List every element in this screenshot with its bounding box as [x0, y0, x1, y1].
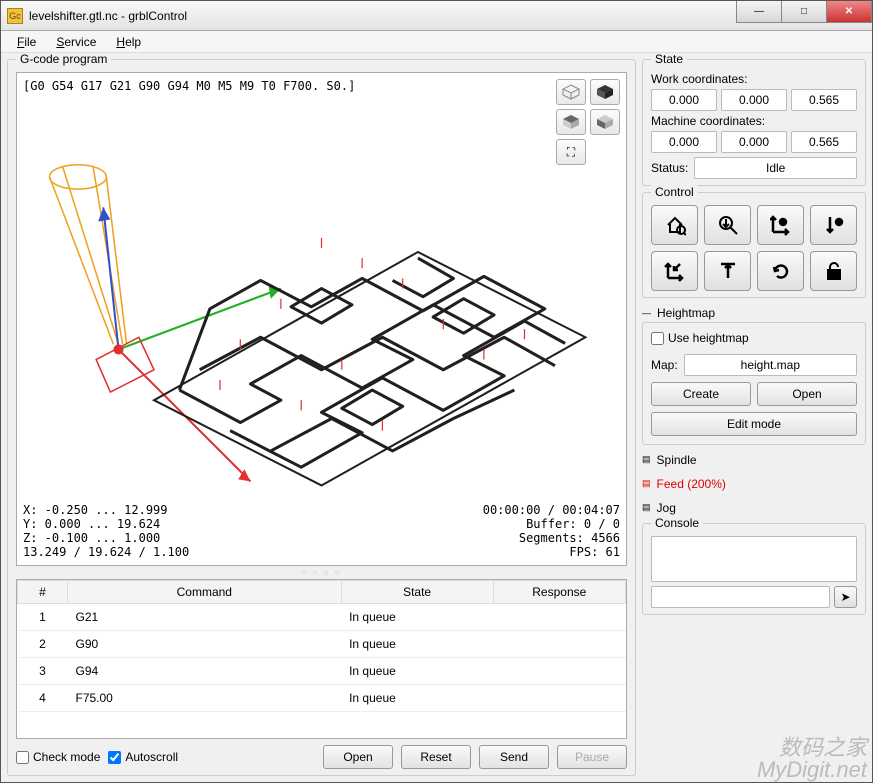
work-coords-label: Work coordinates:: [651, 72, 857, 86]
probe-button[interactable]: [704, 205, 751, 245]
feed-header[interactable]: ▤Feed (200%): [642, 475, 866, 493]
vp-info-left: X: -0.250 ... 12.999 Y: 0.000 ... 19.624…: [23, 503, 189, 559]
pcb-render: [17, 73, 626, 565]
minimize-button[interactable]: —: [736, 1, 782, 23]
content: G-code program: [1, 53, 872, 782]
menu-service[interactable]: Service: [48, 33, 104, 51]
th-response[interactable]: Response: [493, 581, 625, 604]
table-row[interactable]: 3G94In queue: [18, 658, 626, 685]
close-button[interactable]: ✕: [826, 1, 872, 23]
menu-help[interactable]: Help: [108, 33, 149, 51]
x-range: X: -0.250 ... 12.999: [23, 503, 189, 517]
reset-grbl-button[interactable]: [757, 251, 804, 291]
zero-z-button[interactable]: [810, 205, 857, 245]
use-heightmap-checkbox[interactable]: Use heightmap: [651, 331, 749, 345]
gcode-header-line: [G0 G54 G17 G21 G90 G94 M0 M5 M9 T0 F700…: [23, 79, 355, 93]
console-group: Console ➤: [642, 523, 866, 615]
app-icon: Gc: [7, 8, 23, 24]
left-column: G-code program: [7, 59, 636, 776]
viewport-3d[interactable]: [G0 G54 G17 G21 G90 G94 M0 M5 M9 T0 F700…: [16, 72, 627, 566]
gcode-group: G-code program: [7, 59, 636, 776]
bottom-bar: Check mode Autoscroll Open Reset Send Pa…: [16, 739, 627, 769]
machine-coords-label: Machine coordinates:: [651, 114, 857, 128]
control-title: Control: [651, 185, 698, 199]
goto-origin-button[interactable]: [651, 251, 698, 291]
console-title: Console: [651, 516, 703, 530]
menu-file[interactable]: File: [9, 33, 44, 51]
right-column: State Work coordinates: 0.000 0.000 0.56…: [642, 59, 866, 776]
state-title: State: [651, 53, 687, 66]
maximize-button[interactable]: □: [781, 1, 827, 23]
check-mode-checkbox[interactable]: Check mode: [16, 750, 100, 764]
th-command[interactable]: Command: [68, 581, 342, 604]
segments-info: Segments: 4566: [483, 531, 620, 545]
heightmap-edit-button[interactable]: Edit mode: [651, 412, 857, 436]
autoscroll-checkbox[interactable]: Autoscroll: [108, 750, 178, 764]
th-state[interactable]: State: [341, 581, 493, 604]
heightmap-header[interactable]: —Heightmap: [642, 304, 866, 322]
table-row[interactable]: 2G90In queue: [18, 631, 626, 658]
fps-info: FPS: 61: [483, 545, 620, 559]
heightmap-create-button[interactable]: Create: [651, 382, 751, 406]
console-output[interactable]: [651, 536, 857, 582]
time-info: 00:00:00 / 00:04:07: [483, 503, 620, 517]
app-window: Gc levelshifter.gtl.nc - grblControl — □…: [0, 0, 873, 783]
gcode-table: # Command State Response 1G21In queue 2G…: [17, 580, 626, 712]
view-front-icon[interactable]: [590, 109, 620, 135]
z-range: Z: -0.100 ... 1.000: [23, 531, 189, 545]
machine-y: 0.000: [721, 131, 787, 153]
zero-xy-button[interactable]: [757, 205, 804, 245]
heightmap-section: —Heightmap Use heightmap Map: height.map…: [642, 304, 866, 445]
status-label: Status:: [651, 161, 688, 175]
console-send-icon[interactable]: ➤: [834, 586, 857, 608]
th-idx[interactable]: #: [18, 581, 68, 604]
safe-z-button[interactable]: [704, 251, 751, 291]
gcode-table-wrap[interactable]: # Command State Response 1G21In queue 2G…: [16, 579, 627, 739]
map-label: Map:: [651, 358, 678, 372]
menubar: File Service Help: [1, 31, 872, 53]
send-button[interactable]: Send: [479, 745, 549, 769]
view-iso-wire-icon[interactable]: [556, 79, 586, 105]
viewport-buttons: ⛶: [556, 79, 620, 165]
machine-z: 0.565: [791, 131, 857, 153]
vp-info-right: 00:00:00 / 00:04:07 Buffer: 0 / 0 Segmen…: [483, 503, 620, 559]
gcode-title: G-code program: [16, 53, 111, 66]
work-z: 0.565: [791, 89, 857, 111]
console-input[interactable]: [651, 586, 830, 608]
buffer-info: Buffer: 0 / 0: [483, 517, 620, 531]
work-y: 0.000: [721, 89, 787, 111]
state-group: State Work coordinates: 0.000 0.000 0.56…: [642, 59, 866, 186]
map-file-input[interactable]: height.map: [684, 354, 857, 376]
splitter-dots[interactable]: ○ ○ ○ ○: [16, 566, 627, 579]
dims: 13.249 / 19.624 / 1.100: [23, 545, 189, 559]
titlebar[interactable]: Gc levelshifter.gtl.nc - grblControl — □…: [1, 1, 872, 31]
heightmap-open-button[interactable]: Open: [757, 382, 857, 406]
home-button[interactable]: [651, 205, 698, 245]
pause-button[interactable]: Pause: [557, 745, 627, 769]
spindle-header[interactable]: ▤Spindle: [642, 451, 866, 469]
jog-header[interactable]: ▤Jog: [642, 499, 866, 517]
view-top-icon[interactable]: [556, 109, 586, 135]
open-button[interactable]: Open: [323, 745, 393, 769]
control-group: Control: [642, 192, 866, 298]
reset-button[interactable]: Reset: [401, 745, 471, 769]
view-fit-icon[interactable]: ⛶: [556, 139, 586, 165]
status-value: Idle: [694, 157, 857, 179]
unlock-button[interactable]: [810, 251, 857, 291]
window-title: levelshifter.gtl.nc - grblControl: [29, 9, 737, 23]
y-range: Y: 0.000 ... 19.624: [23, 517, 189, 531]
table-row[interactable]: 4F75.00In queue: [18, 685, 626, 712]
view-iso-solid-icon[interactable]: [590, 79, 620, 105]
machine-x: 0.000: [651, 131, 717, 153]
table-row[interactable]: 1G21In queue: [18, 604, 626, 631]
work-x: 0.000: [651, 89, 717, 111]
